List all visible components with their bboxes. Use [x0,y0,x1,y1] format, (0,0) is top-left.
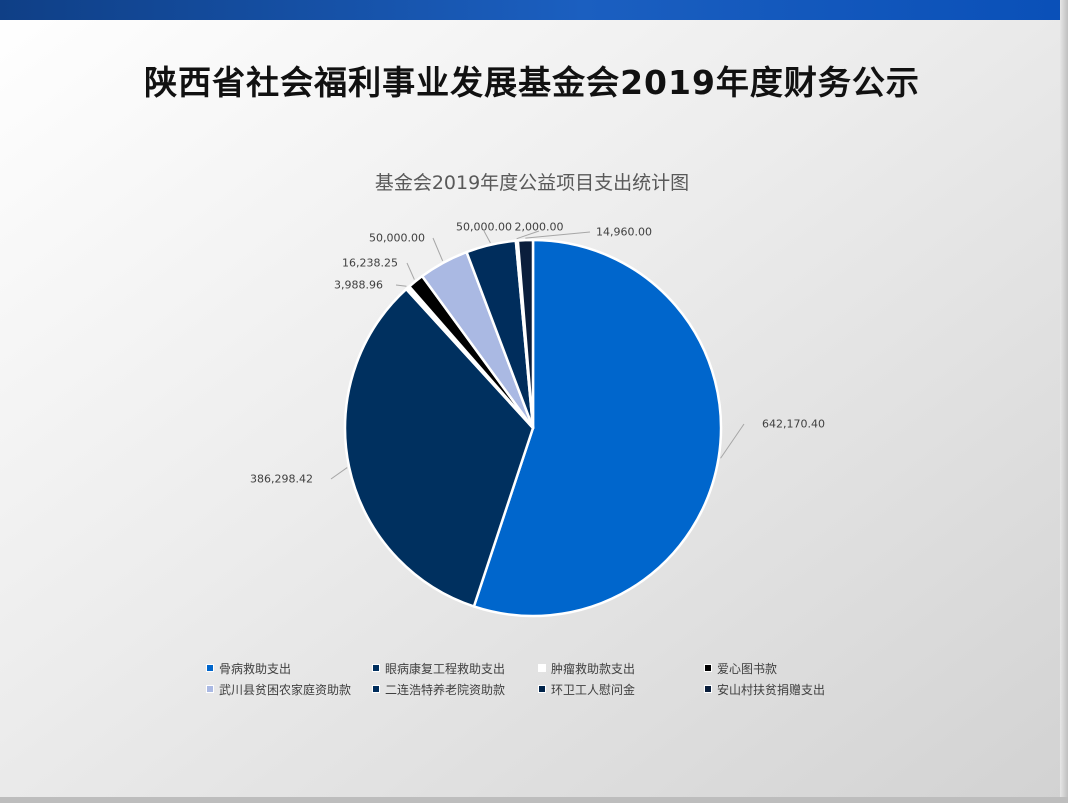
legend-item-3: 肿瘤救助款支出 [538,660,704,676]
top-banner [0,0,1060,20]
legend-label: 爱心图书款 [717,661,778,676]
legend-swatch [206,664,214,672]
leader-line-6 [483,230,491,244]
data-label-8: 14,960.00 [596,226,652,239]
legend-swatch [538,685,546,693]
leader-line-4 [406,262,415,280]
legend-item-6: 二连浩特养老院资助款 [372,681,538,697]
legend-swatch [372,664,380,672]
legend-swatch [538,664,546,672]
leader-line-2 [330,467,348,480]
legend-swatch [704,664,712,672]
legend-item-1: 骨病救助支出 [206,660,372,676]
legend-swatch [206,685,214,693]
legend-item-4: 爱心图书款 [704,660,866,676]
data-label-2: 386,298.42 [250,473,313,486]
data-label-1: 642,170.40 [762,418,825,431]
leader-line-3 [395,284,407,287]
leader-line-7 [516,230,540,240]
page-title: 陕西省社会福利事业发展基金会2019年度财务公示 [144,63,920,102]
legend-label: 二连浩特养老院资助款 [385,682,506,697]
legend-label: 骨病救助支出 [219,661,292,676]
leader-line-1 [720,423,745,459]
chart-title: 基金会2019年度公益项目支出统计图 [375,172,689,194]
leader-line-8 [525,231,591,239]
chart-legend: 骨病救助支出 眼病康复工程救助支出 肿瘤救助款支出 爱心图书款武川县贫困农家庭资助款 二… [206,660,866,697]
slide-bottom-edge [0,797,1068,803]
legend-label: 武川县贫困农家庭资助款 [219,682,352,697]
data-label-7: 2,000.00 [515,221,564,234]
data-label-4: 16,238.25 [342,257,398,270]
legend-label: 眼病康复工程救助支出 [385,661,506,676]
slide-edge [1060,0,1068,803]
pie-slice-1 [472,238,723,618]
legend-item-5: 武川县贫困农家庭资助款 [206,681,372,697]
legend-swatch [704,685,712,693]
legend-label: 环卫工人慰问金 [551,682,636,697]
legend-item-2: 眼病康复工程救助支出 [372,660,538,676]
data-label-6: 50,000.00 [456,221,512,234]
data-label-5: 50,000.00 [369,232,425,245]
pie-slice-8 [516,238,535,430]
legend-item-8: 安山村扶贫捐赠支出 [704,681,866,697]
leader-line-5 [432,237,444,262]
legend-label: 安山村扶贫捐赠支出 [717,682,826,697]
legend-item-7: 环卫工人慰问金 [538,681,704,697]
legend-label: 肿瘤救助款支出 [551,661,636,676]
pie-slice-2 [343,287,535,608]
legend-swatch [372,685,380,693]
data-label-3: 3,988.96 [334,279,383,292]
